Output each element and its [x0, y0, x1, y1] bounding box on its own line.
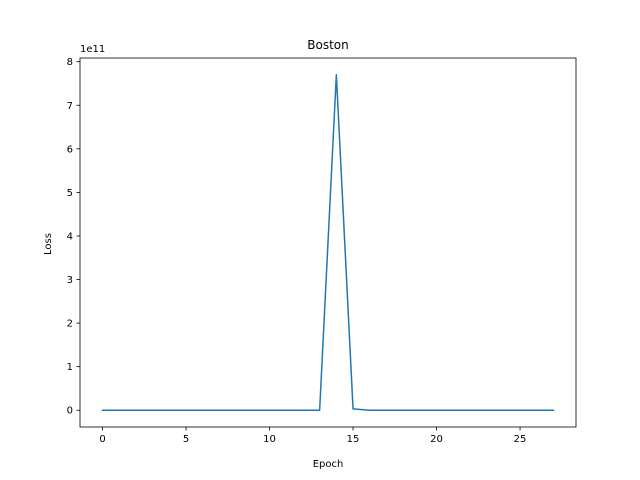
y-tick-label: 1 [67, 362, 73, 373]
series-layer [101, 74, 555, 411]
plot-area-frame [79, 57, 577, 428]
y-tick-label: 7 [67, 101, 73, 112]
y-tick-label: 8 [67, 57, 73, 68]
y-offset-text: 1e11 [80, 44, 105, 55]
axis-ticks: 0 5 10 15 20 25 0 1 2 3 4 5 6 7 8 [67, 57, 527, 445]
y-tick-label: 6 [67, 144, 73, 155]
x-tick-label: 0 [99, 434, 105, 445]
x-axis-label: Epoch [313, 459, 344, 470]
y-tick-label: 3 [67, 275, 73, 286]
y-tick-label: 4 [67, 231, 73, 242]
x-tick-label: 5 [183, 434, 189, 445]
x-tick-label: 25 [514, 434, 527, 445]
y-axis-label: Loss [43, 233, 54, 255]
x-tick-label: 15 [347, 434, 360, 445]
y-tick-label: 2 [67, 319, 73, 330]
chart-title: Boston [307, 38, 348, 52]
y-tick-label: 5 [67, 188, 73, 199]
loss-line [101, 74, 555, 411]
y-tick-label: 0 [67, 406, 73, 417]
x-tick-label: 10 [263, 434, 276, 445]
x-tick-label: 20 [430, 434, 443, 445]
